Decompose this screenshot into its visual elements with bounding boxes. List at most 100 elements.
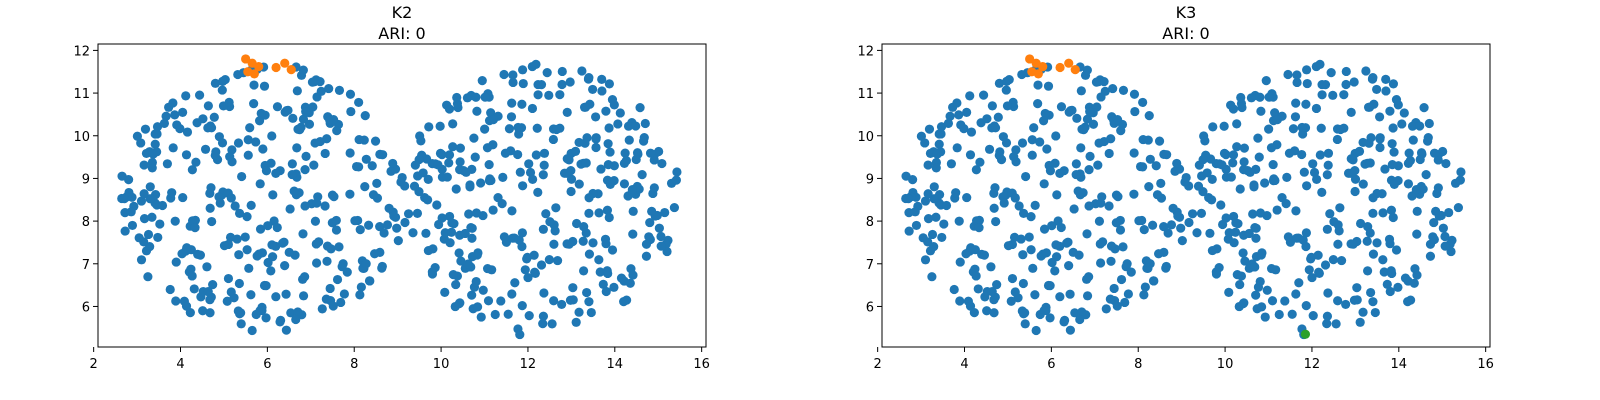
scatter-point <box>254 62 264 72</box>
scatter-point <box>1021 171 1031 182</box>
scatter-point <box>314 237 324 247</box>
scatter-point <box>448 142 458 152</box>
scatter-point <box>603 160 613 170</box>
scatter-point <box>974 223 984 233</box>
scatter-point <box>217 138 228 148</box>
scatter-point <box>484 159 494 170</box>
scatter-point <box>1372 238 1382 248</box>
scatter-point <box>999 198 1009 208</box>
scatter-point <box>1317 187 1327 197</box>
scatter-point <box>1352 283 1362 293</box>
scatter-point <box>289 186 299 196</box>
scatter-point <box>989 203 999 213</box>
scatter-point <box>579 266 589 276</box>
scatter-point <box>312 258 322 268</box>
scatter-point <box>962 192 972 203</box>
scatter-point <box>557 66 567 77</box>
scatter-point <box>170 110 180 120</box>
scatter-point <box>281 289 291 299</box>
scatter-point <box>1014 201 1024 211</box>
scatter-point <box>354 162 364 172</box>
scatter-point <box>1260 312 1270 322</box>
scatter-point <box>1047 221 1057 231</box>
scatter-point <box>581 158 591 168</box>
scatter-point <box>477 76 487 86</box>
scatter-point <box>927 229 938 240</box>
scatter-point <box>1018 208 1029 218</box>
scatter-point <box>245 123 255 133</box>
scatter-point <box>601 239 611 249</box>
scatter-point <box>901 171 911 181</box>
scatter-point <box>1391 245 1402 255</box>
scatter-point <box>499 232 509 242</box>
scatter-point <box>1140 282 1150 292</box>
scatter-point <box>234 278 244 289</box>
x-tick-label: 8 <box>1134 357 1142 372</box>
scatter-point <box>336 297 346 308</box>
scatter-point <box>488 115 498 125</box>
scatter-point <box>1341 299 1351 310</box>
scatter-point <box>1261 76 1271 86</box>
scatter-point <box>1378 208 1388 218</box>
scatter-point <box>1024 232 1034 242</box>
scatter-point <box>1421 170 1431 180</box>
scatter-point <box>454 248 464 258</box>
scatter-point <box>591 133 601 143</box>
scatter-point <box>1346 107 1356 117</box>
y-tick-label: 11 <box>73 87 90 102</box>
scatter-point <box>911 220 922 231</box>
scatter-point <box>243 150 253 160</box>
scatter-point <box>1255 208 1266 218</box>
scatter-point <box>1094 216 1105 226</box>
scatter-point <box>584 249 595 259</box>
scatter-point <box>271 62 281 73</box>
scatter-point <box>1176 223 1186 233</box>
scatter-point <box>354 134 364 145</box>
scatter-point <box>619 297 629 307</box>
scatter-point <box>645 217 655 228</box>
scatter-point <box>1079 125 1089 135</box>
scatter-point <box>287 169 297 180</box>
scatter-point <box>539 160 549 170</box>
x-tick-label: 4 <box>176 357 184 372</box>
y-tick-label: 10 <box>73 130 90 145</box>
scatter-point <box>1453 202 1463 213</box>
scatter-point <box>165 284 175 295</box>
scatter-point <box>984 144 995 154</box>
scatter-point <box>356 282 366 292</box>
scatter-point <box>284 247 294 257</box>
scatter-point <box>1365 228 1375 238</box>
scatter-point <box>242 212 252 222</box>
scatter-point <box>361 154 371 164</box>
scatter-point <box>1239 143 1249 153</box>
scatter-point <box>1288 124 1299 134</box>
scatter-point <box>442 172 452 182</box>
scatter-point <box>1389 147 1399 157</box>
scatter-point <box>1356 218 1366 229</box>
scatter-point <box>924 124 935 134</box>
plot-frame <box>97 43 707 348</box>
scatter-point <box>1350 166 1360 176</box>
scatter-point <box>304 119 315 129</box>
scatter-point <box>920 196 931 206</box>
scatter-point <box>1438 223 1448 233</box>
scatter-point <box>945 111 955 121</box>
scatter-point <box>1375 133 1385 143</box>
scatter-point <box>604 212 614 223</box>
scatter-point <box>1385 286 1395 297</box>
scatter-point <box>1257 248 1267 258</box>
scatter-point <box>1358 179 1368 189</box>
scatter-point <box>538 311 549 321</box>
scatter-point <box>1230 227 1241 237</box>
scatter-point <box>466 223 476 233</box>
scatter-point <box>1052 190 1062 200</box>
scatter-point <box>452 92 462 103</box>
scatter-point <box>533 187 543 197</box>
scatter-point <box>423 195 433 205</box>
scatter-point <box>388 158 398 169</box>
scatter-point <box>345 148 355 158</box>
scatter-point <box>1221 213 1231 223</box>
scatter-point <box>251 137 261 147</box>
scatter-point <box>286 65 296 75</box>
scatter-point <box>360 182 370 192</box>
